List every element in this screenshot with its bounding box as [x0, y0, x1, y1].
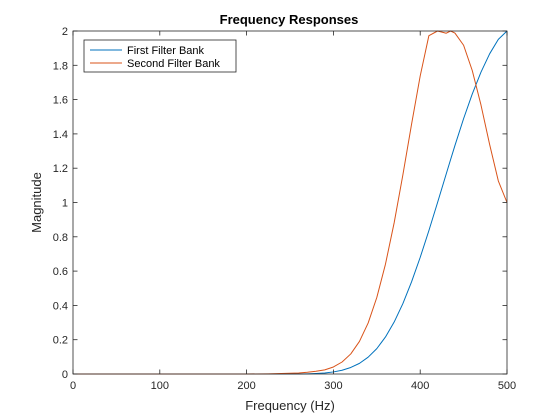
y-tick-label: 0.4 — [53, 300, 68, 312]
y-tick-label: 0.8 — [53, 232, 68, 244]
y-tick-label: 1.4 — [53, 129, 68, 141]
legend-box — [83, 39, 237, 73]
x-axis-label: Frequency (Hz) — [245, 398, 335, 413]
y-tick-label: 0.6 — [53, 266, 68, 278]
x-tick-label: 100 — [151, 380, 169, 392]
y-tick-label: 0 — [62, 369, 68, 381]
y-tick-label: 2 — [62, 26, 68, 38]
y-tick-label: 0.2 — [53, 335, 68, 347]
x-tick-label: 300 — [324, 380, 342, 392]
ticks-layer: 0 100 200 300 400 500 0 0.2 0.4 0.6 0.8 1 1.2 1.4 1.6 1… — [53, 26, 516, 392]
legend-entry-label: First Filter Bank — [127, 45, 205, 57]
x-tick-label: 400 — [411, 380, 429, 392]
plot-area — [73, 31, 507, 374]
y-tick-label: 1.2 — [53, 163, 68, 175]
y-tick-label: 1.8 — [53, 60, 68, 72]
chart-title: Frequency Responses — [220, 12, 359, 27]
x-tick-label: 0 — [70, 380, 76, 392]
plot-frame — [72, 30, 508, 375]
x-tick-label: 200 — [237, 380, 255, 392]
y-tick-label: 1 — [62, 198, 68, 210]
y-axis-label: Magnitude — [29, 172, 44, 233]
legend-entry-label: Second Filter Bank — [127, 58, 220, 70]
y-tick-label: 1.6 — [53, 95, 68, 107]
x-tick-label: 500 — [498, 380, 516, 392]
